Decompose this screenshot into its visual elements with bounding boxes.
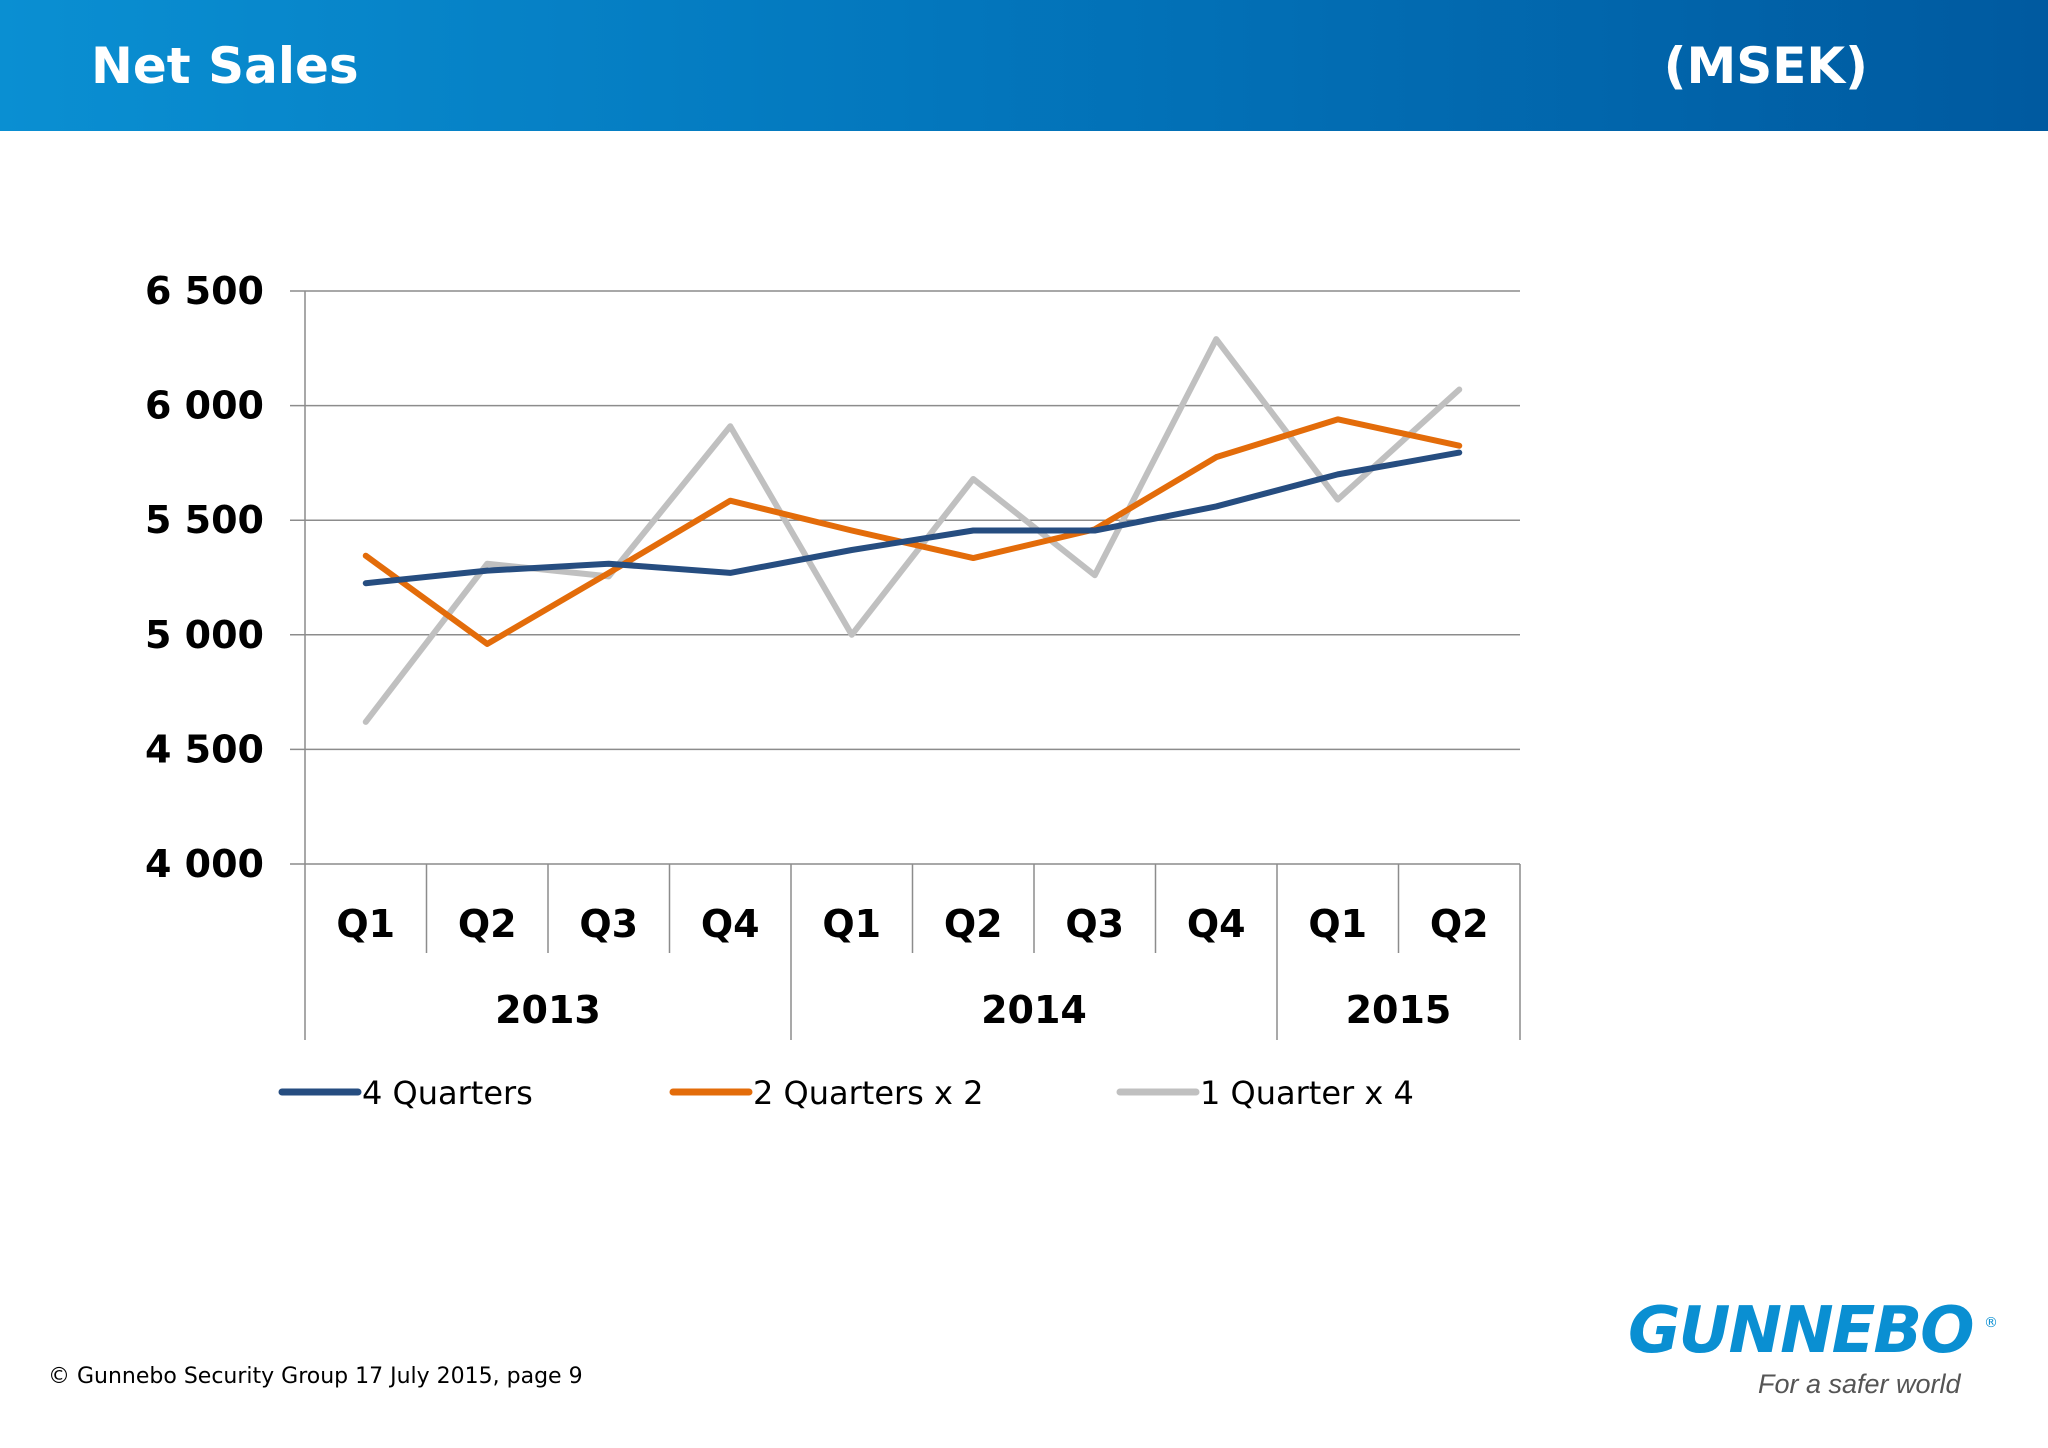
y-tick-label: 5 500	[145, 498, 264, 542]
x-tick-label: Q4	[1187, 902, 1246, 946]
x-tick-label: Q3	[579, 902, 638, 946]
x-tick-label: Q1	[1308, 902, 1367, 946]
legend-label: 2 Quarters x 2	[753, 1074, 983, 1112]
y-tick-label: 4 000	[145, 842, 264, 886]
y-tick-label: 4 500	[145, 727, 264, 771]
series-line	[362, 449, 1463, 587]
y-tick-label: 5 000	[145, 613, 264, 657]
y-tick-label: 6 500	[145, 269, 264, 313]
x-tick-label: Q3	[1065, 902, 1124, 946]
series-line	[362, 416, 1463, 647]
x-tick-label: Q1	[822, 902, 881, 946]
page-title: Net Sales	[91, 37, 359, 95]
footer-copyright: © Gunnebo Security Group 17 July 2015, p…	[48, 1364, 583, 1389]
series-line	[362, 336, 1463, 725]
logo-wordmark: GUNNEBO	[1628, 1294, 1975, 1368]
x-group-label: 2015	[1346, 988, 1452, 1032]
y-tick-label: 6 000	[145, 384, 264, 428]
header-bar: Net Sales (MSEK)	[0, 0, 2048, 131]
x-tick-label: Q2	[1430, 902, 1489, 946]
x-tick-label: Q2	[458, 902, 517, 946]
x-tick-label: Q2	[944, 902, 1003, 946]
legend-label: 4 Quarters	[362, 1074, 533, 1112]
unit-label: (MSEK)	[1663, 37, 1868, 95]
registered-mark: ®	[1984, 1315, 1998, 1331]
gunnebo-logo: GUNNEBO ® For a safer world	[1628, 1295, 1998, 1405]
legend-label: 1 Quarter x 4	[1200, 1074, 1414, 1112]
x-group-label: 2013	[495, 988, 601, 1032]
x-group-label: 2014	[981, 988, 1087, 1032]
x-tick-label: Q1	[336, 902, 395, 946]
logo-tagline: For a safer world	[1758, 1369, 1961, 1399]
x-tick-label: Q4	[701, 902, 760, 946]
